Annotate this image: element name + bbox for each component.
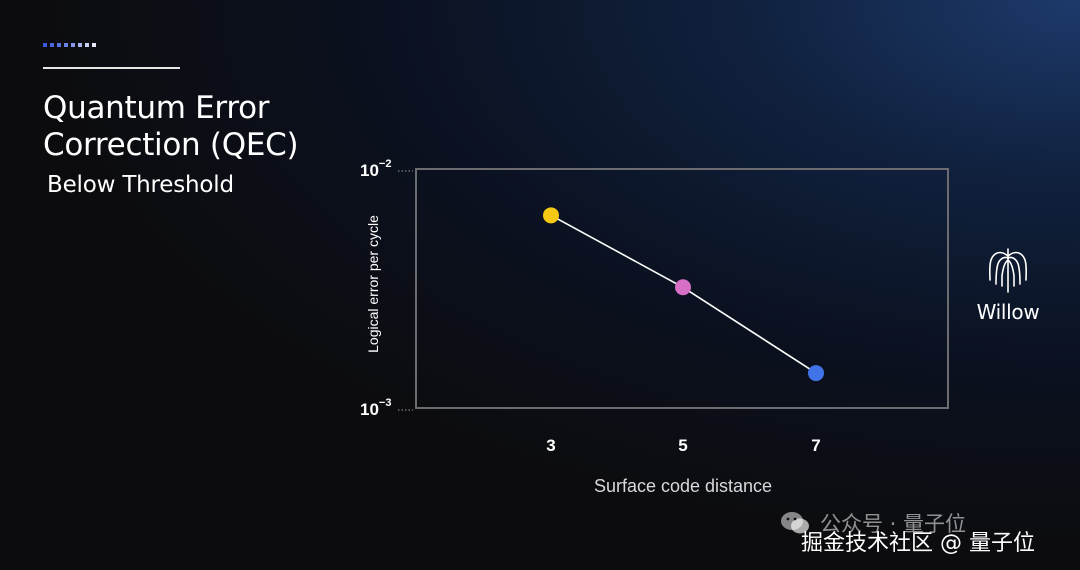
watermark-top: 公众号 · 量子位: [780, 508, 966, 541]
page-title: Quantum Error Correction (QEC): [43, 90, 299, 164]
data-point: [675, 279, 691, 296]
plot-frame: [415, 168, 949, 409]
willow-logo-text: Willow: [976, 300, 1040, 324]
x-tick-label: 3: [546, 436, 555, 455]
watermark-bottom: 掘金技术社区 @ 量子位: [801, 531, 1035, 556]
decorative-dot: [64, 43, 68, 47]
decorative-dot: [71, 43, 75, 47]
y-tick-label: 10−2: [360, 158, 391, 180]
decorative-dots: [43, 43, 96, 47]
willow-logo: Willow: [968, 246, 1048, 324]
x-tick-label: 7: [811, 436, 820, 455]
y-axis-label: Logical error per cycle: [365, 215, 381, 353]
y-tick-label: 10−3: [360, 397, 391, 419]
data-point: [543, 207, 559, 224]
wechat-icon: [780, 510, 810, 541]
willow-tree-icon: [988, 248, 1028, 293]
x-tick-label: 5: [678, 436, 687, 455]
decorative-dot: [78, 43, 82, 47]
decorative-dot: [85, 43, 89, 47]
title-divider: [43, 67, 180, 69]
data-point: [808, 365, 824, 382]
decorative-dot: [92, 43, 96, 47]
watermark-top-text: 公众号 · 量子位: [820, 512, 967, 536]
decorative-dot: [57, 43, 61, 47]
title-line-1: Quantum Error: [43, 90, 270, 126]
page-subtitle: Below Threshold: [47, 172, 234, 198]
decorative-dot: [50, 43, 54, 47]
title-line-2: Correction (QEC): [43, 127, 299, 163]
decorative-dot: [43, 43, 47, 47]
x-axis-label: Surface code distance: [594, 476, 772, 496]
